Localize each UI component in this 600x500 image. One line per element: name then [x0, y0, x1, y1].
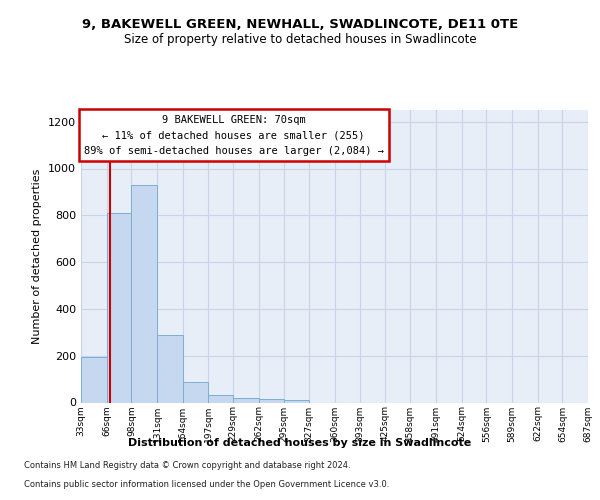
- Bar: [233, 398, 259, 402]
- Text: Size of property relative to detached houses in Swadlincote: Size of property relative to detached ho…: [124, 32, 476, 46]
- Bar: [81, 358, 107, 403]
- Bar: [284, 400, 309, 402]
- Text: 9, BAKEWELL GREEN, NEWHALL, SWADLINCOTE, DE11 0TE: 9, BAKEWELL GREEN, NEWHALL, SWADLINCOTE,…: [82, 18, 518, 30]
- Text: Contains HM Land Registry data © Crown copyright and database right 2024.: Contains HM Land Registry data © Crown c…: [24, 461, 350, 470]
- Text: Distribution of detached houses by size in Swadlincote: Distribution of detached houses by size …: [128, 438, 472, 448]
- Text: Contains public sector information licensed under the Open Government Licence v3: Contains public sector information licen…: [24, 480, 389, 489]
- Bar: [208, 395, 233, 402]
- Text: 9 BAKEWELL GREEN: 70sqm
← 11% of detached houses are smaller (255)
89% of semi-d: 9 BAKEWELL GREEN: 70sqm ← 11% of detache…: [84, 114, 384, 156]
- Y-axis label: Number of detached properties: Number of detached properties: [32, 168, 43, 344]
- Bar: [107, 213, 131, 402]
- Bar: [157, 334, 182, 402]
- Bar: [131, 185, 157, 402]
- Bar: [259, 399, 284, 402]
- Bar: [182, 382, 208, 402]
